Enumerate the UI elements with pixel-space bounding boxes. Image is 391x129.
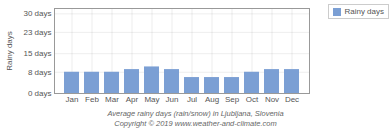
svg-text:Mar: Mar bbox=[105, 95, 119, 104]
svg-text:23 days: 23 days bbox=[23, 28, 51, 37]
html-text:Copyright © 2019 www.weather-a: Copyright © 2019 www.weather-and-climate… bbox=[114, 118, 277, 128]
svg-text:Oct: Oct bbox=[246, 95, 259, 104]
svg-text:Sep: Sep bbox=[225, 95, 240, 104]
svg-text:Apr: Apr bbox=[126, 95, 139, 104]
svg-text:Nov: Nov bbox=[265, 95, 279, 104]
html-text:Rainy days: Rainy days bbox=[344, 7, 384, 16]
svg-text:0 days: 0 days bbox=[28, 89, 52, 98]
svg-text:Aug: Aug bbox=[205, 95, 219, 104]
svg-text:May: May bbox=[144, 95, 159, 104]
svg-text:Jun: Jun bbox=[166, 95, 179, 104]
svg-text:8 days: 8 days bbox=[28, 68, 52, 77]
html-text:Average rainy days (rain/snow): Average rainy days (rain/snow) in Ljublj… bbox=[107, 109, 284, 118]
svg-text:Dec: Dec bbox=[285, 95, 299, 104]
svg-text:30 days: 30 days bbox=[23, 9, 51, 18]
svg-text:15 days: 15 days bbox=[23, 49, 51, 58]
svg-text:Jul: Jul bbox=[187, 95, 197, 104]
svg-text:Feb: Feb bbox=[85, 95, 99, 104]
svg-text:Rainy days: Rainy days bbox=[5, 31, 14, 71]
svg-text:Jan: Jan bbox=[66, 95, 79, 104]
